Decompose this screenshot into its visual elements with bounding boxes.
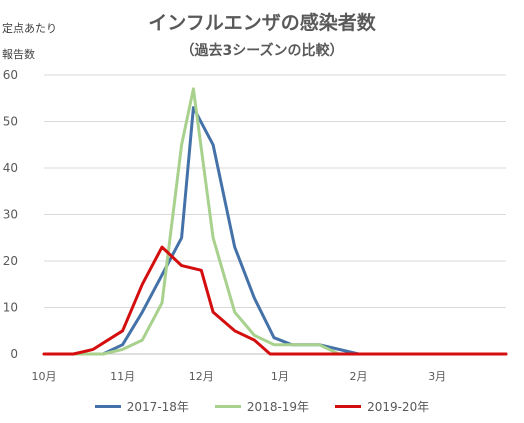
x-tick-label: 10月: [32, 370, 57, 383]
x-tick-label: 11月: [110, 370, 135, 383]
legend-label: 2017-18年: [126, 400, 189, 414]
y-tick-label: 0: [10, 347, 18, 361]
y-tick-label: 60: [3, 68, 18, 82]
y-axis-label-line-1: 定点あたり: [2, 22, 57, 35]
chart-legend: 2017-18年 2018-19年 2019-20年: [0, 398, 524, 415]
y-tick-label: 50: [3, 115, 18, 129]
y-tick-label: 10: [3, 301, 18, 315]
legend-item-3: 2019-20年: [335, 398, 429, 415]
series-line-2: [42, 87, 508, 356]
legend-label: 2018-19年: [246, 400, 310, 414]
y-tick-label: 40: [3, 161, 18, 175]
x-tick-label: 2月: [350, 370, 368, 383]
chart-subtitle: （過去3シーズンの比較）: [180, 43, 344, 59]
x-tick-label: 12月: [189, 370, 214, 383]
chart-title: インフルエンザの感染者数: [148, 12, 376, 34]
y-tick-label: 20: [3, 254, 18, 268]
legend-item-1: 2017-18年: [94, 398, 189, 415]
x-tick-label: 3月: [428, 370, 446, 383]
y-tick-label: 30: [3, 208, 18, 222]
legend-label: 2019-20年: [367, 400, 430, 414]
legend-swatch: [335, 405, 362, 408]
y-axis-label-line-2: 報告数: [2, 48, 35, 61]
legend-swatch: [94, 405, 121, 408]
legend-swatch: [214, 405, 241, 408]
x-tick-label: 1月: [271, 370, 289, 383]
series-line-3: [42, 245, 508, 356]
series-line-1: [42, 106, 508, 356]
legend-item-2: 2018-19年: [214, 398, 310, 415]
